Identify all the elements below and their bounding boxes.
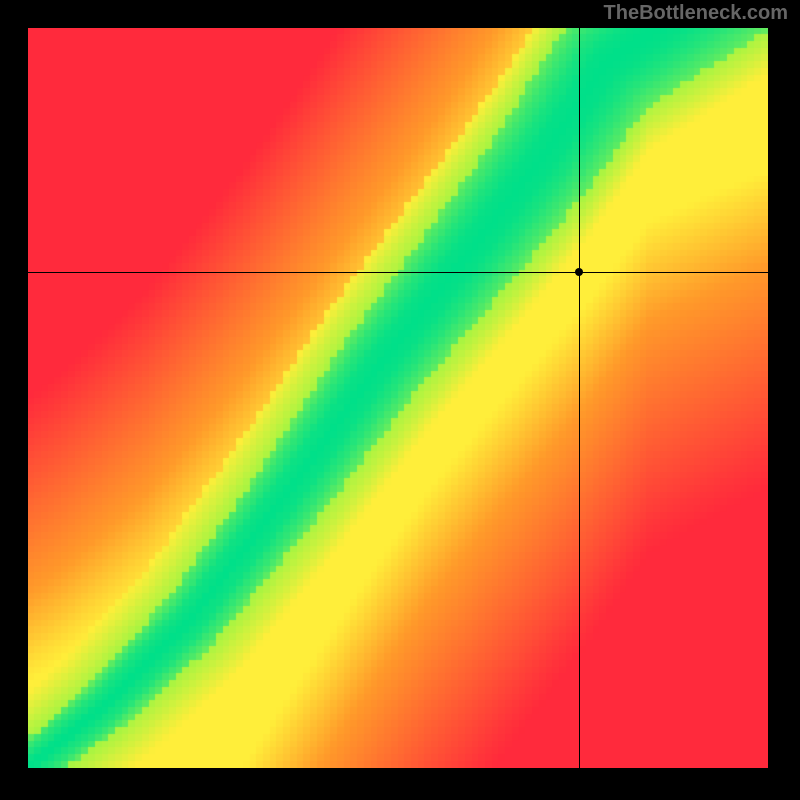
crosshair-horizontal — [28, 272, 768, 273]
watermark-text: TheBottleneck.com — [604, 2, 788, 25]
crosshair-vertical — [579, 28, 580, 768]
heatmap-canvas — [28, 28, 768, 768]
crosshair-marker — [575, 268, 583, 276]
heatmap-plot-area — [28, 28, 768, 768]
chart-container: TheBottleneck.com — [0, 0, 800, 800]
